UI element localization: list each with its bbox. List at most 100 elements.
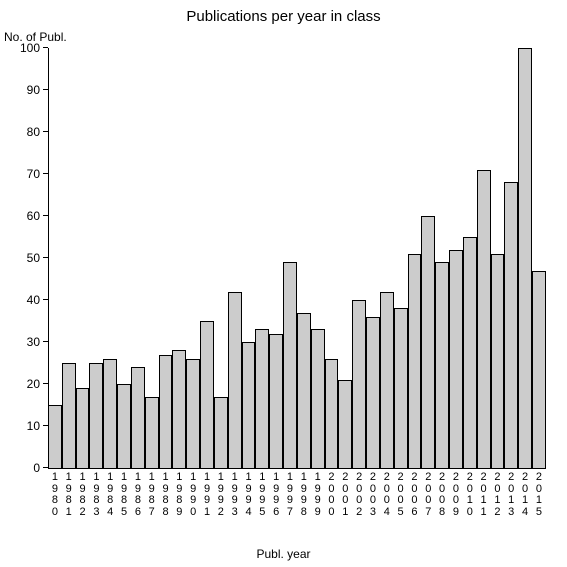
- bar: [477, 170, 491, 468]
- bar: [89, 363, 103, 468]
- x-tick-label: 2005: [394, 470, 408, 518]
- x-tick-label: 1990: [186, 470, 200, 518]
- bar: [311, 329, 325, 468]
- y-tick-mark: [43, 257, 48, 258]
- x-tick-label: 1996: [269, 470, 283, 518]
- y-tick-mark: [43, 383, 48, 384]
- x-tick-label: 1982: [76, 470, 90, 518]
- bar: [408, 254, 422, 468]
- bar: [62, 363, 76, 468]
- y-tick-label: 80: [27, 125, 48, 139]
- bar: [421, 216, 435, 468]
- x-tick-label: 1992: [214, 470, 228, 518]
- x-tick-label: 2014: [518, 470, 532, 518]
- x-tick-label: 1991: [200, 470, 214, 518]
- x-tick-label: 2007: [421, 470, 435, 518]
- x-tick-label: 2000: [325, 470, 339, 518]
- y-tick-label: 10: [27, 419, 48, 433]
- bar: [186, 359, 200, 468]
- y-tick-label: 60: [27, 209, 48, 223]
- bar: [228, 292, 242, 468]
- x-tick-label: 2011: [477, 470, 491, 518]
- y-tick-label: 40: [27, 293, 48, 307]
- x-tick-label: 1983: [89, 470, 103, 518]
- bar: [200, 321, 214, 468]
- x-tick-label: 2002: [352, 470, 366, 518]
- y-tick-label: 30: [27, 335, 48, 349]
- bar: [255, 329, 269, 468]
- y-tick-mark: [43, 89, 48, 90]
- bar: [103, 359, 117, 468]
- bar: [172, 350, 186, 468]
- x-tick-label: 1988: [159, 470, 173, 518]
- bar: [283, 262, 297, 468]
- plot-area: 0102030405060708090100: [48, 48, 546, 469]
- bar: [435, 262, 449, 468]
- bar: [48, 405, 62, 468]
- x-axis-label: Publ. year: [0, 547, 567, 561]
- chart-container: Publications per year in class No. of Pu…: [0, 0, 567, 567]
- bar: [532, 271, 546, 468]
- y-tick-mark: [43, 467, 48, 468]
- bar: [518, 48, 532, 468]
- bar: [394, 308, 408, 468]
- bar: [338, 380, 352, 468]
- bar: [491, 254, 505, 468]
- y-tick-label: 0: [33, 461, 48, 475]
- bar: [159, 355, 173, 468]
- y-tick-mark: [43, 47, 48, 48]
- x-tick-label: 1980: [48, 470, 62, 518]
- bar: [76, 388, 90, 468]
- y-tick-label: 70: [27, 167, 48, 181]
- x-tick-label: 1987: [145, 470, 159, 518]
- y-tick-label: 50: [27, 251, 48, 265]
- x-tick-label: 1985: [117, 470, 131, 518]
- x-tick-label: 2012: [491, 470, 505, 518]
- y-tick-label: 20: [27, 377, 48, 391]
- bar: [214, 397, 228, 468]
- bar: [117, 384, 131, 468]
- y-tick-mark: [43, 131, 48, 132]
- x-tick-label: 1995: [255, 470, 269, 518]
- bar: [366, 317, 380, 468]
- x-tick-label: 1986: [131, 470, 145, 518]
- bar: [449, 250, 463, 468]
- x-tick-label: 2013: [504, 470, 518, 518]
- y-tick-mark: [43, 341, 48, 342]
- bar: [269, 334, 283, 468]
- bar: [463, 237, 477, 468]
- y-tick-mark: [43, 173, 48, 174]
- x-tick-label: 1999: [311, 470, 325, 518]
- y-tick-mark: [43, 425, 48, 426]
- x-tick-label: 2015: [532, 470, 546, 518]
- y-tick-mark: [43, 299, 48, 300]
- x-tick-label: 2003: [366, 470, 380, 518]
- y-tick-label: 90: [27, 83, 48, 97]
- x-tick-label: 2010: [463, 470, 477, 518]
- x-tick-label: 2008: [435, 470, 449, 518]
- x-tick-label: 1997: [283, 470, 297, 518]
- x-tick-label: 2009: [449, 470, 463, 518]
- x-tick-label: 1981: [62, 470, 76, 518]
- bars-group: [48, 48, 546, 468]
- bar: [380, 292, 394, 468]
- x-ticks-group: 1980198119821983198419851986198719881989…: [48, 470, 546, 518]
- x-tick-label: 2006: [408, 470, 422, 518]
- bar: [145, 397, 159, 468]
- x-tick-label: 1998: [297, 470, 311, 518]
- x-tick-label: 2001: [338, 470, 352, 518]
- x-tick-label: 1993: [228, 470, 242, 518]
- bar: [242, 342, 256, 468]
- y-tick-label: 100: [20, 41, 48, 55]
- bar: [504, 182, 518, 468]
- y-tick-mark: [43, 215, 48, 216]
- x-tick-label: 1989: [172, 470, 186, 518]
- x-tick-label: 1994: [242, 470, 256, 518]
- bar: [352, 300, 366, 468]
- bar: [297, 313, 311, 468]
- bar: [325, 359, 339, 468]
- bar: [131, 367, 145, 468]
- chart-title: Publications per year in class: [0, 8, 567, 25]
- x-tick-label: 1984: [103, 470, 117, 518]
- x-tick-label: 2004: [380, 470, 394, 518]
